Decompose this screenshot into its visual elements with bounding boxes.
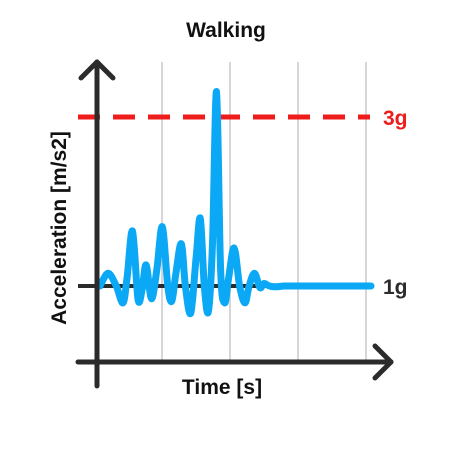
x-axis-arrow-icon [372,343,394,381]
y-axis-label: Acceleration [m/s2] [48,131,71,325]
series-layer [96,88,375,318]
chart-title: Walking [186,19,266,42]
axes [75,59,394,389]
reference-label-1g: 1g [383,276,408,299]
y-axis-arrow-icon [78,59,116,81]
x-axis-label: Time [s] [182,376,262,399]
series-line-1 [96,88,375,318]
grid-lines [161,62,367,360]
reference-label-3g: 3g [383,107,408,130]
